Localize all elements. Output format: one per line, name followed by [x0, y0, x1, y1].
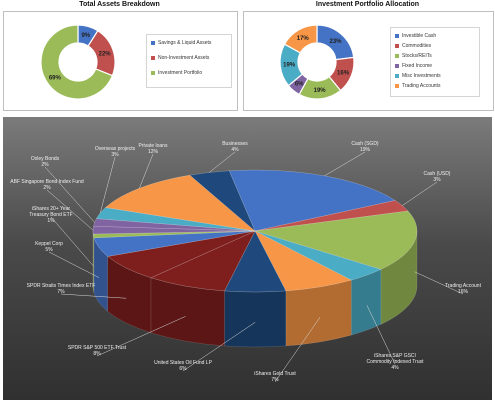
assets-chart-card: 9% 22% 69% Savings & Liquid Assets Non-Inve…: [3, 11, 238, 111]
leader-line: [209, 152, 235, 172]
pie-value-abf-singapore-bond-index-fund: 2%: [43, 185, 51, 191]
legend-swatch: [395, 34, 399, 38]
assets-chart-title: Total Assets Breakdown: [3, 0, 236, 10]
legend-item-stocks-reits: Stocks/REITs: [395, 52, 432, 60]
legend-item-non-investment-assets: Non-Investment Assets: [151, 54, 209, 62]
pie-value-oxley-bonds: 2%: [41, 162, 49, 168]
donut-label-misc-investments: 19%: [283, 63, 296, 69]
legend-item-fixed-income: Fixed Income: [395, 62, 432, 70]
pie-side-united-states-oil-fund-lp: [225, 291, 286, 347]
pie-value-overseas-projects: 3%: [111, 152, 119, 158]
leader-line: [324, 152, 365, 176]
donut-label-investible-cash: 23%: [330, 39, 343, 45]
legend-label: Non-Investment Assets: [158, 55, 209, 61]
pie-value-united-states-oil-fund-lp: 6%: [179, 366, 187, 372]
legend-item-trading-accounts: Trading Accounts: [395, 82, 440, 90]
legend-swatch: [151, 56, 155, 60]
pie-value-trading-account: 16%: [458, 289, 469, 295]
holdings-pie-panel: Cash (SGD)19%Cash (USD)3%Trading Account…: [3, 117, 492, 400]
pie-value-keppel-corp: 5%: [45, 247, 53, 253]
legend-label: Misc Investments: [402, 73, 441, 79]
assets-legend: Savings & Liquid Assets Non-Investment As…: [146, 34, 232, 88]
donut-label-stocks-reits: 19%: [314, 88, 327, 94]
legend-item-investible-cash: Investible Cash: [395, 32, 436, 40]
legend-label: Commodities: [402, 43, 431, 49]
legend-label: Trading Accounts: [402, 83, 440, 89]
pie-value-ishares-gold-trust: 7%: [271, 377, 279, 383]
portfolio-chart-title: Investment Portfolio Allocation: [243, 0, 492, 10]
legend-label: Stocks/REITs: [402, 53, 432, 59]
legend-item-savings-liquid-assets: Savings & Liquid Assets: [151, 39, 211, 47]
legend-swatch: [395, 54, 399, 58]
holdings-pie: Cash (SGD)19%Cash (USD)3%Trading Account…: [3, 117, 492, 400]
assets-donut: 9% 22% 69%: [18, 12, 128, 110]
legend-swatch: [151, 41, 155, 45]
legend-swatch: [395, 44, 399, 48]
donut-label-savings-liquid-assets: 9%: [81, 33, 90, 39]
portfolio-legend: Investible Cash Commodities Stocks/REITs Fi…: [390, 27, 480, 97]
pie-value-cash-usd: 3%: [433, 177, 441, 183]
leader-line: [402, 182, 437, 206]
pie-value-spdr-straits-times-index-etf: 7%: [57, 289, 65, 295]
pie-value-cash-sgd: 19%: [360, 147, 371, 153]
pie-value-private-loans: 12%: [148, 149, 159, 155]
pie-value-businesses: 4%: [231, 147, 239, 153]
donut-label-fixed-income: 6%: [295, 82, 304, 88]
legend-label: Fixed Income: [402, 63, 432, 69]
legend-item-investment-portfolio: Investment Portfolio: [151, 69, 202, 77]
legend-label: Investible Cash: [402, 33, 436, 39]
legend-item-misc-investments: Misc Investments: [395, 72, 441, 80]
pie-value-ishares-s-p-gsci-commodity-indexed-trust: 4%: [391, 365, 399, 371]
pie-value-ishares-20-year-treasury-bond-etf: 1%: [47, 218, 55, 224]
donut-label-investment-portfolio: 69%: [49, 76, 62, 82]
portfolio-chart-card: 23% 16% 19% 6% 19% 17% Investible Cash Commodi…: [243, 11, 494, 111]
legend-item-commodities: Commodities: [395, 42, 431, 50]
legend-swatch: [395, 84, 399, 88]
portfolio-donut: 23% 16% 19% 6% 19% 17%: [262, 12, 372, 110]
donut-label-trading-accounts: 17%: [297, 36, 310, 42]
legend-label: Investment Portfolio: [158, 70, 202, 76]
legend-label: Savings & Liquid Assets: [158, 40, 211, 46]
donut-label-commodities: 16%: [337, 70, 350, 76]
leader-line: [49, 252, 99, 278]
pie-value-spdr-s-p-500-etf-trust: 8%: [93, 351, 101, 357]
donut-label-non-investment-assets: 22%: [99, 51, 112, 57]
leader-line: [139, 154, 153, 188]
legend-swatch: [395, 74, 399, 78]
legend-swatch: [151, 71, 155, 75]
legend-swatch: [395, 64, 399, 68]
